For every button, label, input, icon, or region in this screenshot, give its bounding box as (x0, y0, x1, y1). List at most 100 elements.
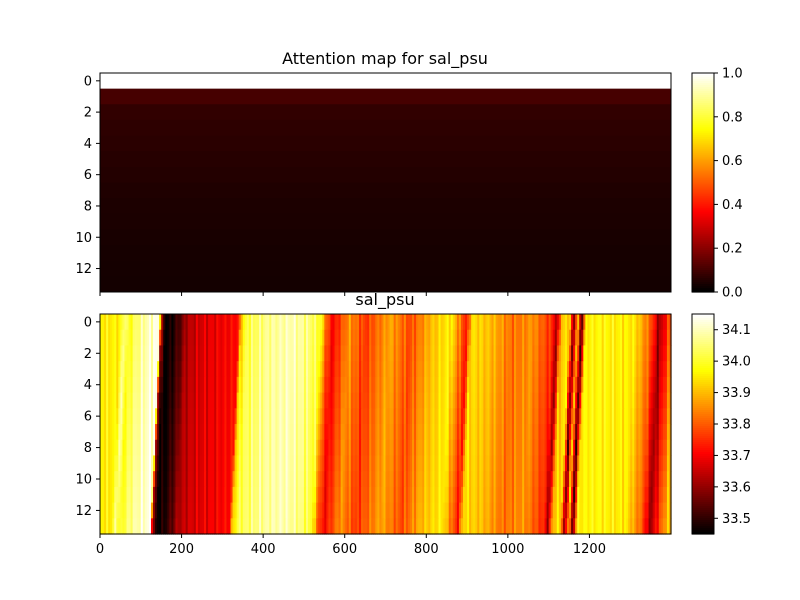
sal-psu-cell (216, 345, 219, 362)
sal-psu-cell (454, 439, 458, 457)
sal-psu-cell (210, 345, 213, 362)
sal-psu-cell (393, 376, 397, 394)
sal-psu-cell (554, 439, 558, 457)
sal-psu-cell (328, 345, 332, 362)
sal-psu-cell (132, 471, 136, 488)
sal-psu-cell (106, 424, 109, 441)
sal-psu-cell (430, 376, 434, 394)
sal-psu-cell (350, 471, 354, 488)
sal-psu-cell (583, 392, 586, 409)
sal-psu-cell (128, 408, 132, 425)
sal-psu-cell (312, 439, 315, 457)
sal-psu-cell (340, 518, 344, 535)
sal-psu-cell (153, 455, 156, 472)
sal-psu-cell (658, 314, 662, 331)
sal-psu-cell (456, 502, 460, 519)
sal-psu-cell (316, 376, 319, 394)
sal-psu-cell (620, 502, 623, 519)
sal-psu-cell (538, 376, 542, 394)
sal-psu-cell (387, 518, 391, 535)
sal-psu-cell (281, 329, 285, 347)
sal-psu-cell (228, 392, 232, 409)
sal-psu-cell (481, 361, 484, 378)
sal-psu-cell (591, 376, 595, 394)
sal-psu-colorbar-segment (692, 506, 714, 509)
sal-psu-cell (534, 502, 538, 519)
attention-colorbar-segment (692, 178, 714, 182)
sal-psu-cell (346, 329, 350, 347)
sal-psu-cell (220, 439, 223, 457)
sal-psu-cell (493, 486, 497, 504)
sal-psu-cell (328, 471, 332, 488)
sal-psu-cell (518, 502, 521, 519)
sal-psu-cell (491, 392, 495, 409)
sal-psu-cell (638, 376, 642, 394)
sal-psu-cell (340, 455, 344, 472)
sal-psu-cell (234, 455, 238, 472)
attention-colorbar-segment (692, 120, 714, 124)
sal-psu-cell (338, 361, 342, 378)
sal-psu-cell (430, 471, 434, 488)
sal-psu-cell (238, 345, 242, 362)
sal-psu-cell (169, 329, 172, 347)
attention-colorbar-segment (692, 74, 714, 78)
sal-psu-cell (550, 361, 554, 378)
sal-psu-cell (668, 471, 672, 488)
sal-psu-cell (481, 376, 484, 394)
sal-psu-cell (640, 329, 644, 347)
sal-psu-cell (522, 408, 525, 425)
sal-psu-cell (397, 455, 401, 472)
sal-psu-cell (305, 518, 309, 535)
sal-psu-cell (597, 486, 601, 504)
sal-psu-cell (448, 345, 452, 362)
sal-psu-cell (597, 345, 601, 362)
sal-psu-cell (520, 376, 523, 394)
sal-psu-cell (583, 345, 586, 362)
sal-psu-cell (283, 424, 287, 441)
sal-psu-cell (595, 502, 599, 519)
sal-psu-cell (668, 376, 672, 394)
sal-psu-cell (287, 361, 291, 378)
sal-psu-cell (599, 329, 603, 347)
sal-psu-cell (487, 345, 491, 362)
sal-psu-cell (279, 361, 283, 378)
sal-psu-colorbar-segment (692, 524, 714, 527)
sal-psu-cell (497, 455, 501, 472)
sal-psu-cell (261, 455, 264, 472)
sal-psu-cell (189, 376, 193, 394)
sal-psu-cell (409, 518, 413, 535)
sal-psu-cell (605, 361, 609, 378)
sal-psu-cell (640, 345, 644, 362)
sal-psu-cell (622, 486, 625, 504)
sal-psu-cell (299, 486, 303, 504)
sal-psu-cell (487, 502, 491, 519)
sal-psu-cell (189, 502, 193, 519)
sal-psu-cell (505, 329, 509, 347)
sal-psu-cell (291, 408, 295, 425)
sal-psu-cell (283, 345, 287, 362)
sal-psu-cell (632, 471, 635, 488)
sal-psu-cell (257, 408, 260, 425)
sal-psu-cell (489, 361, 493, 378)
attention-row-cell (100, 276, 671, 293)
sal-psu-cell (460, 518, 464, 535)
sal-psu-cell (640, 486, 644, 504)
sal-psu-cell (552, 329, 556, 347)
sal-psu-cell (409, 439, 413, 457)
sal-psu-cell (477, 408, 480, 425)
sal-psu-cell (581, 518, 584, 535)
sal-psu-cell (564, 361, 568, 378)
sal-psu-cell (564, 471, 568, 488)
sal-psu-cell (261, 439, 264, 457)
sal-psu-cell (336, 486, 340, 504)
sal-psu-cell (199, 439, 203, 457)
sal-psu-cell (240, 471, 244, 488)
sal-psu-cell (381, 486, 385, 504)
sal-psu-cell (483, 518, 487, 535)
sal-psu-cell (222, 486, 225, 504)
sal-psu-cell (552, 314, 556, 331)
sal-psu-cell (646, 518, 650, 535)
sal-psu-cell (224, 502, 228, 519)
sal-psu-colorbar-segment (692, 356, 714, 359)
sal-psu-cell (159, 329, 162, 347)
